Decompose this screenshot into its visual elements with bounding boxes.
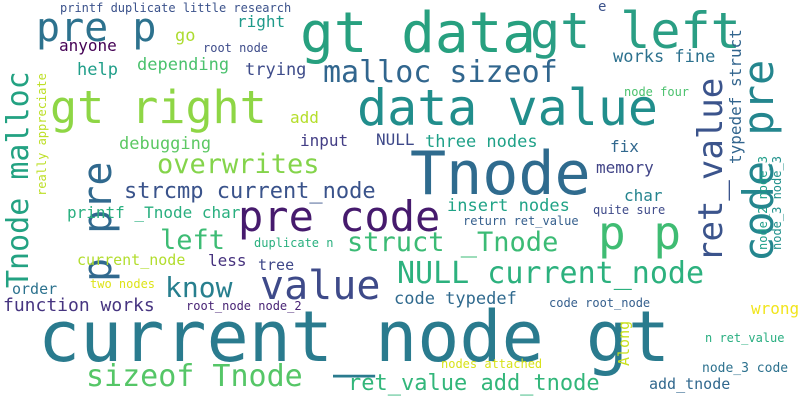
word-duplicate-n: duplicate n	[254, 236, 334, 250]
word-code-typedef: code typedef	[394, 289, 517, 309]
word-nodes-attached: nodes attached	[441, 357, 543, 371]
word-left: left	[160, 225, 226, 256]
word-n-ret-value: n ret_value	[705, 331, 785, 345]
word-pre-code: pre code	[238, 192, 441, 241]
word-node-3-node-3: node_3 node_3	[770, 156, 784, 250]
word-anyone: anyone	[59, 36, 117, 55]
word-ret-value-add-tnode: ret_value add_tnode	[348, 371, 600, 396]
word-gt-right: gt right	[50, 81, 267, 134]
word-struct-tnode: struct _Tnode	[347, 227, 559, 258]
word-value: value	[260, 263, 381, 309]
word-help: help	[77, 60, 118, 80]
word-node-3-code: node_3 code	[702, 361, 789, 376]
word-fix: fix	[610, 137, 639, 156]
word-add: add	[290, 108, 319, 127]
word-printf-tnode-char: printf _Tnode char	[67, 203, 241, 222]
word-data-value: data value	[357, 79, 659, 137]
word-works-fine: works fine	[613, 47, 716, 67]
word-gt-left: gt left	[530, 2, 741, 60]
word-trying: trying	[245, 60, 307, 80]
word-pre-p: pre p	[36, 5, 157, 51]
word-debugging: debugging	[119, 134, 212, 154]
word-null: NULL	[376, 130, 415, 149]
word-tnode-malloc: Tnode malloc	[1, 71, 36, 288]
word-return-ret-value: return ret_value	[463, 214, 579, 228]
word-depending: depending	[137, 55, 230, 75]
word-e: e	[598, 0, 607, 15]
word-p-p: p p	[598, 206, 682, 260]
word-tnode: Tnode	[410, 139, 591, 209]
word-wrong: wrong	[751, 299, 800, 318]
word-code-root-node: code root_node	[549, 296, 651, 310]
word-malloc-sizeof: malloc sizeof	[323, 55, 558, 90]
word-go: go	[175, 26, 196, 46]
word-less: less	[208, 251, 247, 270]
word-insert-nodes: insert nodes	[447, 196, 570, 216]
word-know: know	[165, 271, 233, 304]
word-input: input	[300, 131, 349, 150]
word-along: Along	[615, 320, 633, 366]
word-root-node: root node	[203, 41, 269, 55]
word-right: right	[237, 12, 286, 31]
word-add-tnode: add_tnode	[649, 375, 731, 393]
word-really-appreciate: really appreciate	[35, 73, 49, 196]
word-ret-value: ret_value	[691, 77, 731, 262]
word-char: char	[624, 186, 663, 205]
word-root-node-node-2: root_node node_2	[186, 299, 302, 313]
word-overwrites: overwrites	[157, 149, 320, 180]
word-order: order	[12, 280, 58, 298]
word-null-current-node: NULL current_node	[397, 256, 705, 291]
word-gt-data: gt data	[300, 1, 537, 66]
word-node-four: node four	[624, 85, 690, 99]
word-current-node-gt: current_node gt	[38, 296, 671, 378]
word-three-nodes: three nodes	[425, 132, 538, 152]
word-strcmp-current-node: strcmp current_node	[124, 179, 376, 204]
word-printf-duplicate-little-research: printf duplicate little research	[60, 1, 292, 15]
word-function-works: function works	[3, 295, 155, 316]
word-memory: memory	[596, 158, 654, 177]
word-quite-sure: quite sure	[593, 203, 666, 217]
word-current-node-small: current_node	[77, 251, 186, 269]
word-node-2-node-3: node_2 node_3	[756, 156, 770, 250]
word-tree: tree	[258, 256, 295, 274]
word-sizeof-tnode: sizeof Tnode	[86, 359, 303, 394]
word-two-nodes: two nodes	[90, 277, 156, 291]
word-typedef-struct: typedef struct	[726, 29, 745, 164]
